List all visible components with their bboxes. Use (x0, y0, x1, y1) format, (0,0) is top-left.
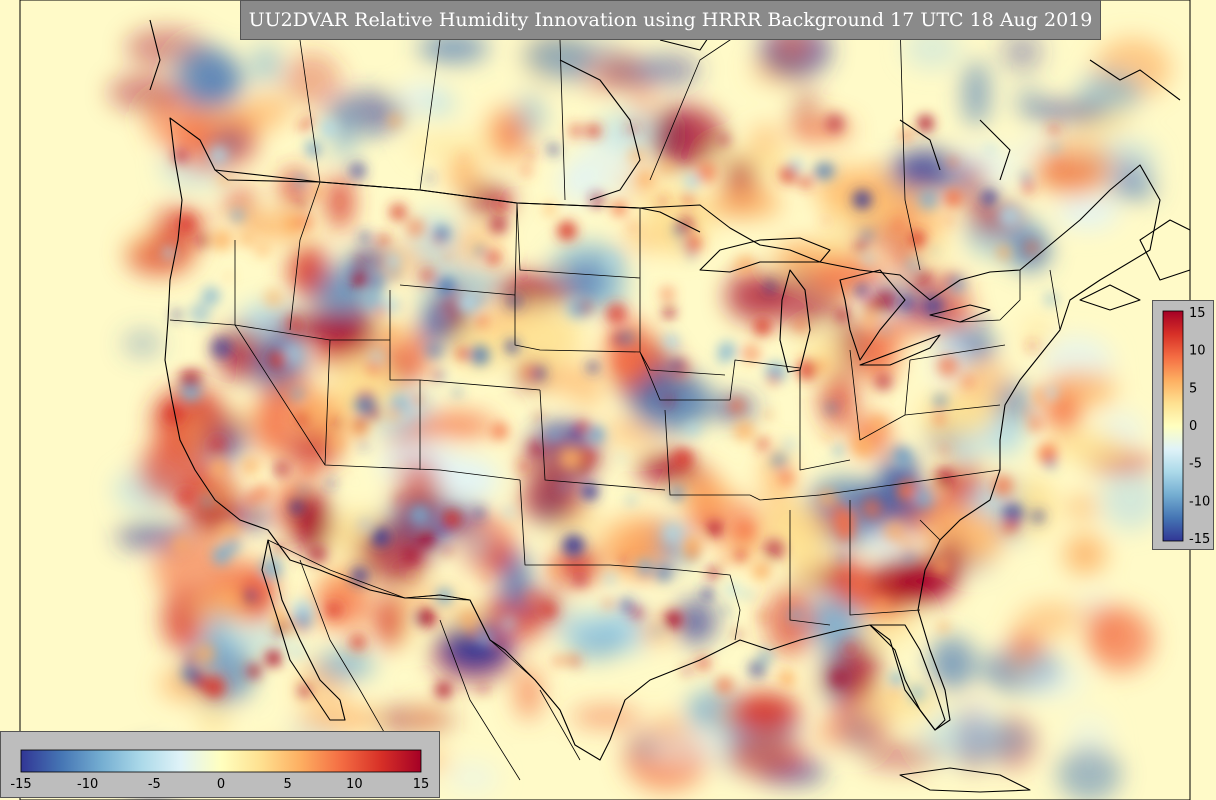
colorbar-horizontal-tick-label: 0 (217, 777, 225, 792)
map-boundaries (149, 19, 1191, 793)
colorbar-vertical-ramp (1162, 310, 1184, 542)
colorbar-horizontal-tick-label: -15 (10, 777, 31, 792)
lake-michigan (779, 269, 811, 373)
canada-province-borders (299, 19, 921, 271)
state-borders (169, 181, 1061, 641)
colorbar-horizontal-ramp (20, 749, 422, 773)
nova-scotia (1079, 284, 1141, 311)
colorbar-vertical-tick-label: -15 (1189, 532, 1210, 547)
innovation-field-fine (162, 113, 1063, 703)
border-mexico (267, 539, 581, 781)
colorbar-vertical: 15 10 5 0 -5 -10 -15 (1152, 300, 1214, 550)
colorbar-vertical-tick-label: 5 (1189, 381, 1197, 396)
lake-huron (839, 269, 906, 361)
cuba (899, 767, 1031, 793)
lake-erie (859, 334, 941, 366)
colorbar-vertical-tick-label: 10 (1189, 344, 1206, 359)
colorbar-horizontal-tick-label: 15 (413, 777, 430, 792)
us-outline (164, 117, 1161, 761)
colorbar-vertical-tick-label: 15 (1189, 306, 1206, 321)
colorbar-horizontal-tick-label: -5 (148, 777, 161, 792)
colorbar-horizontal-tick-label: 10 (346, 777, 363, 792)
colorbar-horizontal: -15 -10 -5 0 5 10 15 (0, 731, 440, 798)
colorbar-vertical-tick-label: 0 (1189, 419, 1197, 434)
florida (869, 624, 946, 731)
lake-ontario (929, 304, 991, 323)
colorbar-vertical-tick-label: -5 (1189, 457, 1202, 472)
colorbar-horizontal-tick-label: 5 (284, 777, 292, 792)
baja-california (261, 539, 346, 721)
colorbar-horizontal-tick-label: -10 (77, 777, 98, 792)
lake-superior (699, 237, 831, 273)
map-title: UU2DVAR Relative Humidity Innovation usi… (240, 0, 1101, 40)
colorbar-vertical-tick-label: -10 (1189, 494, 1210, 509)
canada-north-coast (149, 19, 1181, 201)
